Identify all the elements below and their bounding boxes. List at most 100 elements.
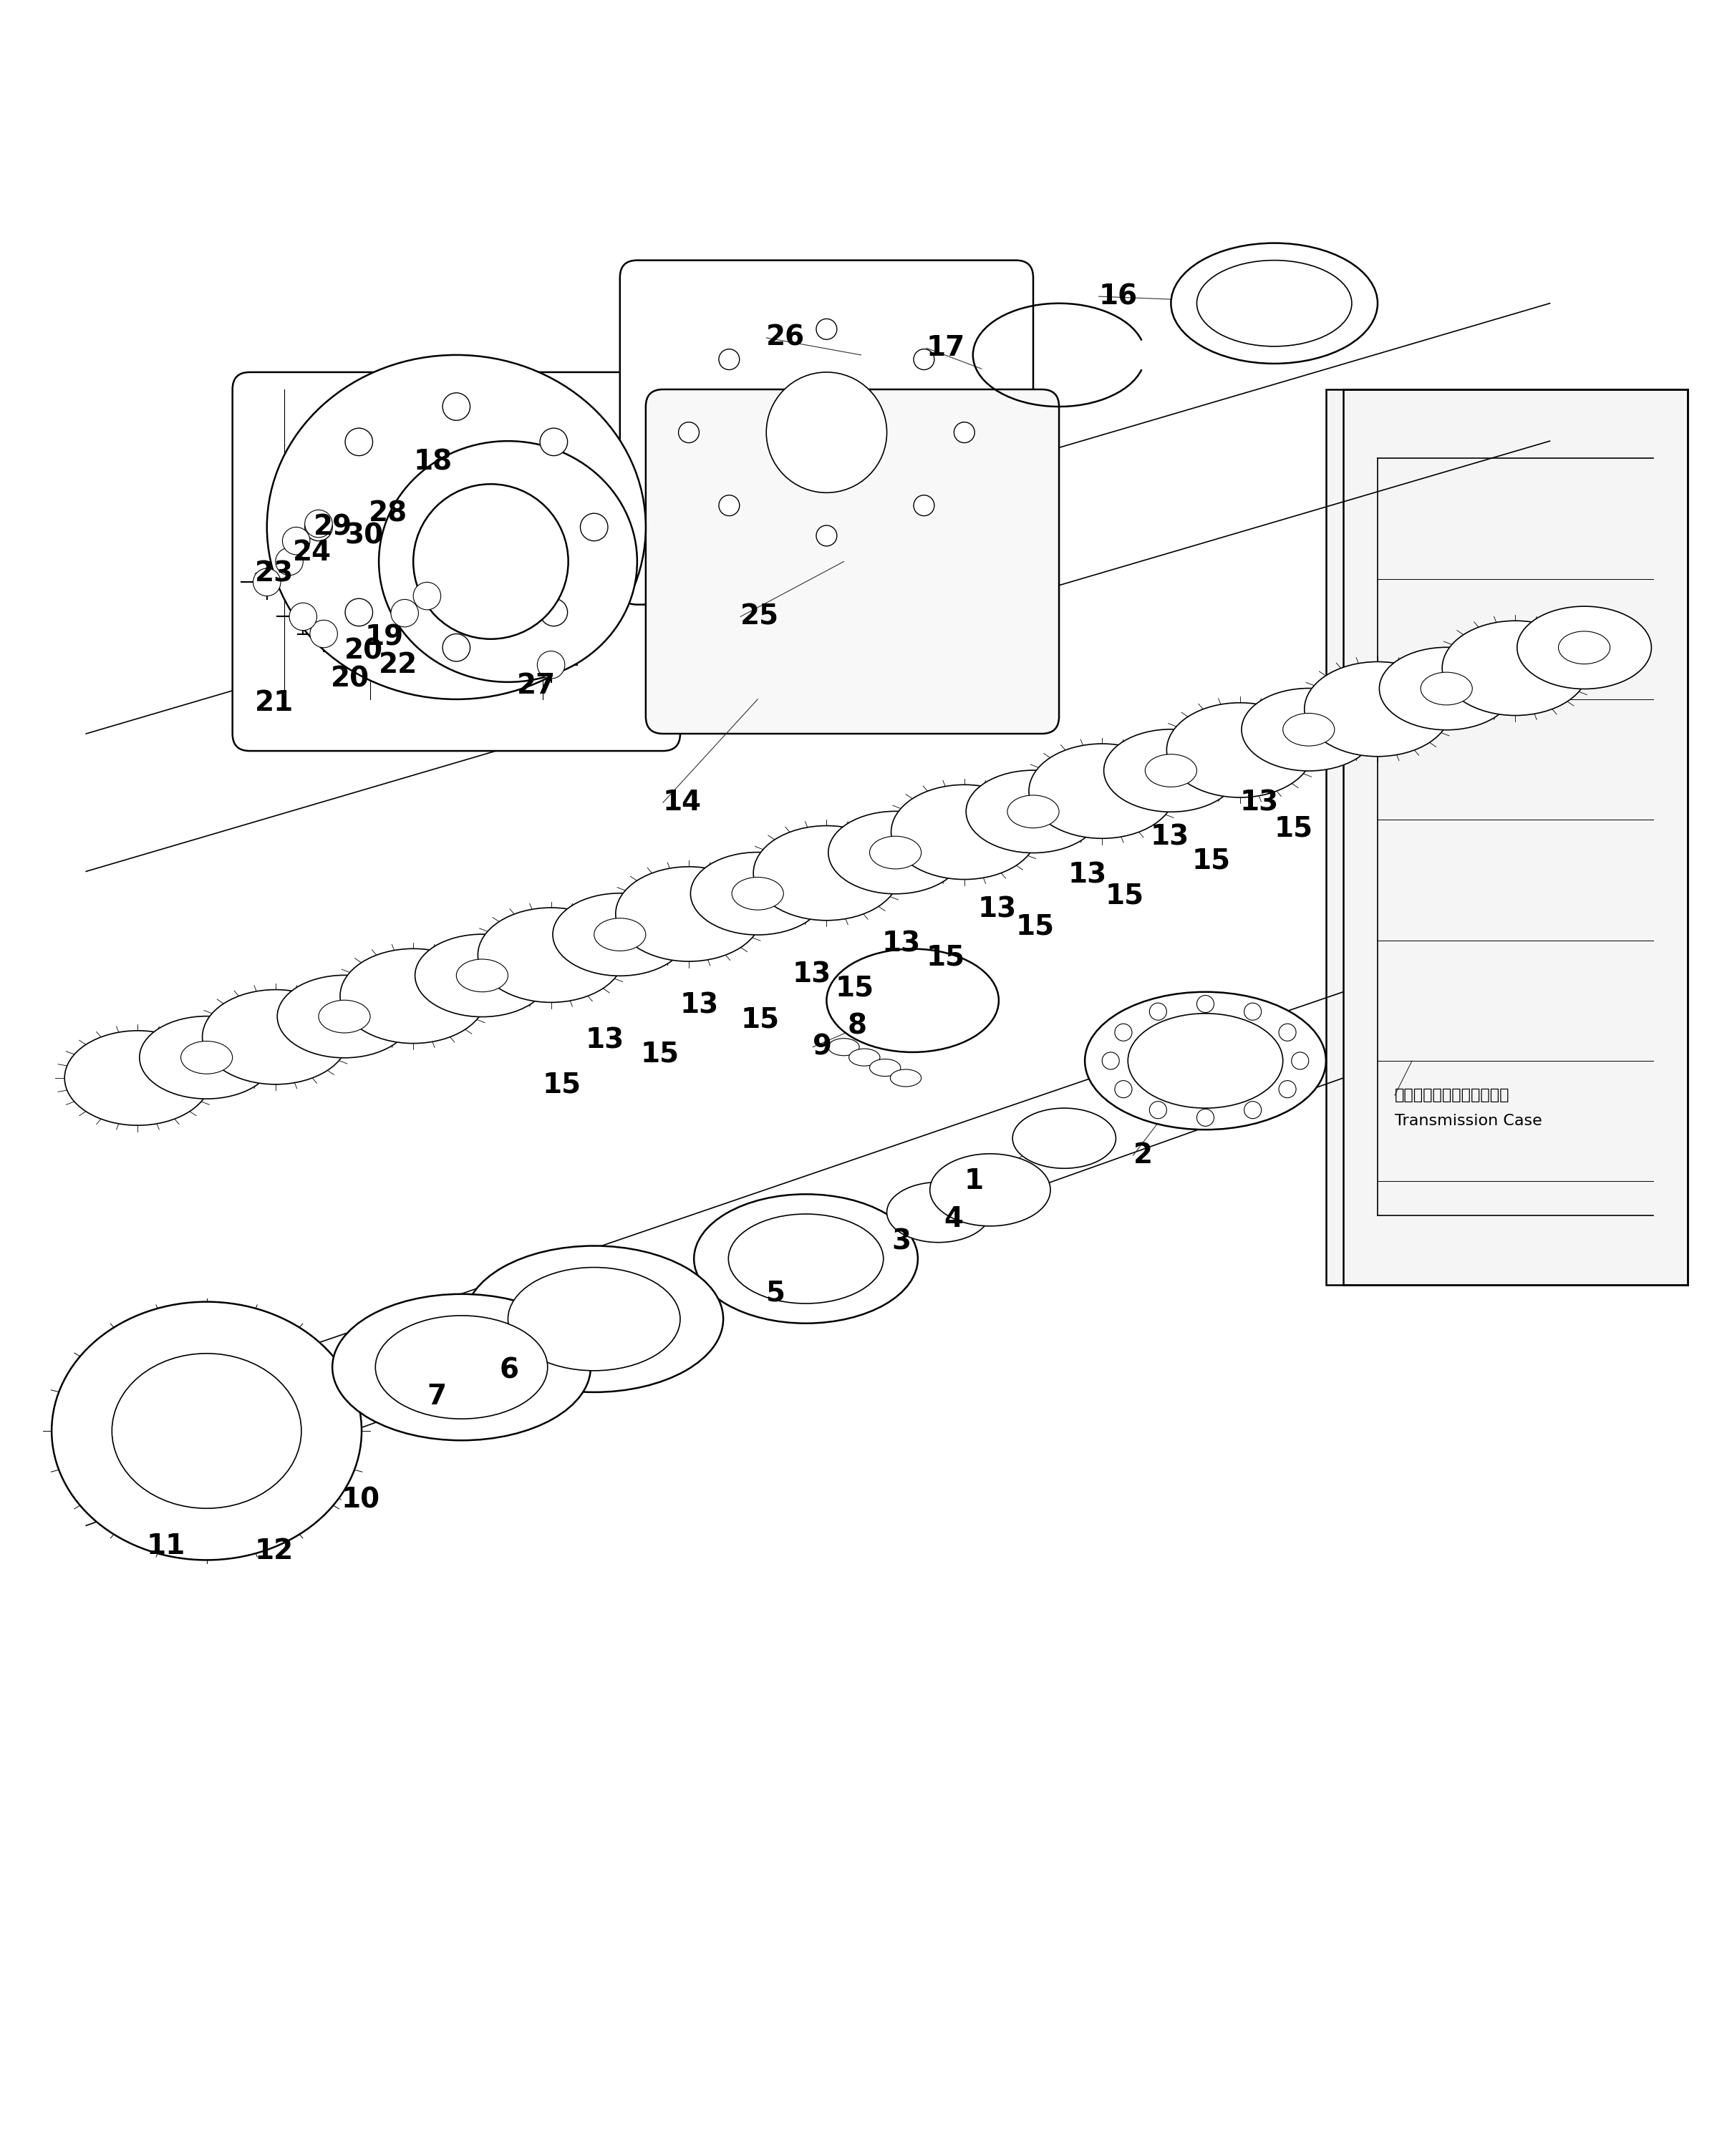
Circle shape xyxy=(1197,1108,1214,1125)
Ellipse shape xyxy=(52,1302,362,1561)
Circle shape xyxy=(1114,1024,1131,1041)
Text: 18: 18 xyxy=(413,448,453,474)
Text: 14: 14 xyxy=(663,789,703,817)
Text: 13: 13 xyxy=(1240,789,1279,817)
Ellipse shape xyxy=(728,1214,883,1304)
Text: 5: 5 xyxy=(766,1281,785,1307)
Text: 2: 2 xyxy=(1133,1143,1152,1169)
Text: Transmission Case: Transmission Case xyxy=(1395,1115,1543,1128)
FancyBboxPatch shape xyxy=(620,261,1033,604)
Circle shape xyxy=(443,634,470,662)
Text: トランスミッションケース: トランスミッションケース xyxy=(1395,1089,1510,1102)
Circle shape xyxy=(1102,1052,1119,1069)
Text: 27: 27 xyxy=(517,673,556,699)
Text: 13: 13 xyxy=(680,992,720,1020)
FancyBboxPatch shape xyxy=(646,390,1059,733)
Bar xyxy=(1326,390,1688,1285)
Circle shape xyxy=(305,511,332,537)
Text: 25: 25 xyxy=(740,604,780,630)
Circle shape xyxy=(443,392,470,420)
Text: 16: 16 xyxy=(1099,282,1138,310)
Ellipse shape xyxy=(827,949,999,1052)
Text: 1: 1 xyxy=(964,1169,983,1194)
Text: 28: 28 xyxy=(369,500,408,526)
Ellipse shape xyxy=(1242,688,1376,772)
Ellipse shape xyxy=(1104,729,1238,813)
Text: 13: 13 xyxy=(1150,824,1190,852)
Ellipse shape xyxy=(479,908,625,1003)
Ellipse shape xyxy=(508,1268,680,1371)
Circle shape xyxy=(289,604,317,630)
Circle shape xyxy=(1279,1080,1297,1097)
Ellipse shape xyxy=(1030,744,1176,839)
Ellipse shape xyxy=(1558,632,1610,664)
Text: 30: 30 xyxy=(344,522,384,550)
Text: 13: 13 xyxy=(882,929,921,957)
Ellipse shape xyxy=(1379,647,1514,731)
Text: 15: 15 xyxy=(926,944,966,970)
Ellipse shape xyxy=(1197,261,1352,347)
Ellipse shape xyxy=(65,1031,212,1125)
Circle shape xyxy=(1292,1052,1309,1069)
FancyBboxPatch shape xyxy=(232,373,680,750)
Circle shape xyxy=(816,319,837,338)
Ellipse shape xyxy=(332,1294,591,1440)
Circle shape xyxy=(413,485,568,638)
Circle shape xyxy=(718,496,739,515)
Text: 13: 13 xyxy=(585,1026,625,1054)
Ellipse shape xyxy=(1283,714,1335,746)
Text: 13: 13 xyxy=(1068,860,1107,888)
Circle shape xyxy=(305,513,332,541)
Ellipse shape xyxy=(594,918,646,951)
Text: 15: 15 xyxy=(1274,815,1314,843)
Ellipse shape xyxy=(415,934,549,1018)
Ellipse shape xyxy=(966,770,1100,854)
Text: 29: 29 xyxy=(313,513,353,541)
Circle shape xyxy=(914,349,935,369)
Circle shape xyxy=(766,373,887,494)
Circle shape xyxy=(816,526,837,545)
Text: 20: 20 xyxy=(331,664,370,692)
Ellipse shape xyxy=(930,1153,1050,1227)
Circle shape xyxy=(282,526,310,554)
Ellipse shape xyxy=(379,442,637,681)
Ellipse shape xyxy=(691,852,825,936)
Ellipse shape xyxy=(456,959,508,992)
Ellipse shape xyxy=(828,1039,859,1056)
Text: 23: 23 xyxy=(255,561,294,586)
Ellipse shape xyxy=(1007,796,1059,828)
Circle shape xyxy=(537,651,565,679)
Ellipse shape xyxy=(694,1194,918,1324)
Ellipse shape xyxy=(319,1000,370,1033)
Ellipse shape xyxy=(1085,992,1326,1130)
Ellipse shape xyxy=(1421,673,1472,705)
Circle shape xyxy=(678,423,699,442)
Ellipse shape xyxy=(828,811,963,895)
Text: 15: 15 xyxy=(1016,912,1056,940)
Text: 17: 17 xyxy=(926,334,966,362)
Ellipse shape xyxy=(1443,621,1589,716)
Text: 6: 6 xyxy=(499,1356,518,1384)
Circle shape xyxy=(718,349,739,369)
Text: 11: 11 xyxy=(146,1533,186,1559)
Circle shape xyxy=(914,496,935,515)
Ellipse shape xyxy=(553,893,687,977)
Circle shape xyxy=(1279,1024,1297,1041)
Ellipse shape xyxy=(732,877,784,910)
Ellipse shape xyxy=(870,837,921,869)
Text: 13: 13 xyxy=(792,962,832,987)
Text: 15: 15 xyxy=(740,1007,780,1033)
Circle shape xyxy=(344,429,372,455)
Ellipse shape xyxy=(892,785,1038,880)
Ellipse shape xyxy=(277,975,412,1059)
Text: 4: 4 xyxy=(944,1205,963,1233)
Ellipse shape xyxy=(339,949,486,1044)
Ellipse shape xyxy=(887,1181,990,1242)
Circle shape xyxy=(1197,996,1214,1013)
Circle shape xyxy=(1149,1102,1168,1119)
Circle shape xyxy=(541,599,568,625)
Ellipse shape xyxy=(1013,1108,1116,1169)
Ellipse shape xyxy=(1517,606,1651,690)
Text: 13: 13 xyxy=(978,895,1018,923)
Text: 22: 22 xyxy=(379,651,418,679)
